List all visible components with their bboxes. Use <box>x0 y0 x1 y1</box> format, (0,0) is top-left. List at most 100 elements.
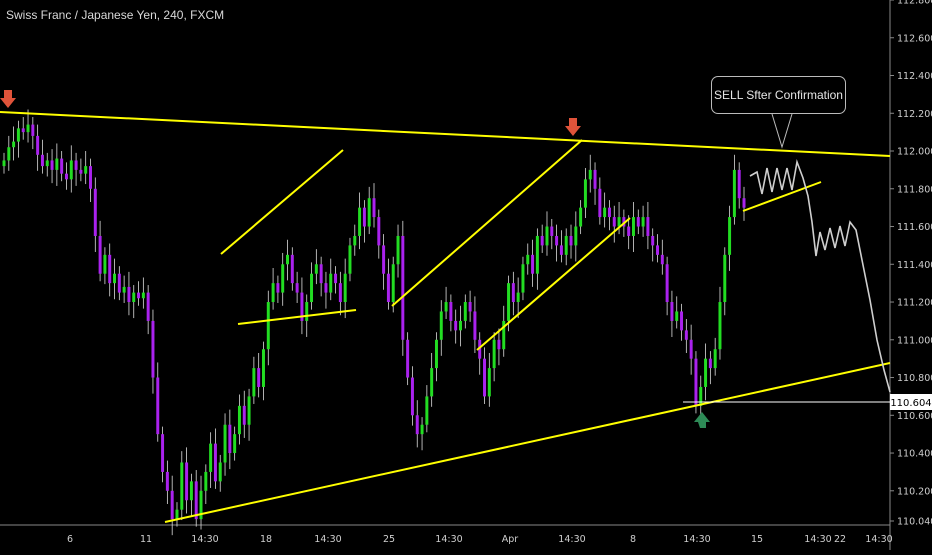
candle-body <box>93 188 97 236</box>
candle-body <box>199 490 203 520</box>
candle-body <box>113 273 117 284</box>
candle-body <box>660 254 664 265</box>
candle-body <box>737 169 741 199</box>
price-label: 110.604 <box>890 398 931 409</box>
candle-body <box>420 424 424 435</box>
candle-body <box>252 368 256 397</box>
candle-body <box>372 198 376 218</box>
candle-body <box>223 424 227 463</box>
candle-body <box>228 424 232 454</box>
candle-body <box>343 273 347 303</box>
candle-body <box>713 349 717 369</box>
candle-body <box>319 264 323 284</box>
candle-body <box>281 264 285 293</box>
candle-body <box>545 226 549 246</box>
x-tick-label: 14:30 <box>683 534 710 545</box>
price-label-box <box>890 394 932 410</box>
candle-body <box>276 283 280 293</box>
channel-line-2b <box>476 217 631 351</box>
candle-body <box>305 302 309 321</box>
y-tick-label: 111.400 <box>897 260 932 271</box>
candle-body <box>209 443 213 472</box>
down-arrow-icon <box>0 90 16 108</box>
candle-body <box>247 396 251 425</box>
candle-body <box>699 386 703 406</box>
y-tick-label: 110.800 <box>897 373 932 384</box>
candle-body <box>410 377 414 416</box>
candle-body <box>468 302 472 312</box>
y-tick-label: 111.600 <box>897 222 932 233</box>
candle-body <box>180 462 184 510</box>
y-tick-label: 110.200 <box>897 486 932 497</box>
candle-body <box>271 283 275 303</box>
candle-body <box>680 311 684 331</box>
candle-body <box>622 217 626 227</box>
trendlines <box>0 111 891 523</box>
candle-body <box>151 320 155 378</box>
candle-body <box>16 128 20 142</box>
candle-body <box>237 405 241 435</box>
candle-body <box>641 217 645 227</box>
candle-body <box>324 283 328 293</box>
channel-line-2a <box>391 139 583 307</box>
candle-body <box>213 443 217 482</box>
candle-body <box>540 235 544 246</box>
candle-body <box>526 254 530 265</box>
candle-body <box>434 339 438 369</box>
candle-body <box>483 358 487 397</box>
candle-body <box>574 226 578 246</box>
candle-body <box>430 368 434 397</box>
y-tick-label: 111.200 <box>897 298 932 309</box>
candle-body <box>631 217 635 236</box>
candle-body <box>103 254 107 274</box>
candle-body <box>478 339 482 359</box>
candle-body <box>550 226 554 236</box>
candle-body <box>670 302 674 321</box>
candle-body <box>564 235 568 255</box>
candle-body <box>40 154 44 167</box>
x-tick-label: 14:30 <box>314 534 341 545</box>
candle-body <box>386 273 390 303</box>
candle-body <box>583 179 587 208</box>
candle-body <box>391 264 395 303</box>
candle-body <box>108 254 112 284</box>
candle-body <box>559 245 563 255</box>
candle-body <box>117 273 121 293</box>
candle-body <box>449 302 453 321</box>
x-tick-label: 6 <box>67 534 73 545</box>
candle-body <box>651 235 655 246</box>
candle-body <box>286 254 289 265</box>
candle-body <box>694 358 698 406</box>
candle-body <box>723 254 727 303</box>
down-arrow-icon <box>565 118 581 136</box>
candle-body <box>12 141 16 148</box>
candle-body <box>531 254 535 274</box>
candle-body <box>295 283 299 293</box>
y-tick-label: 110.040 <box>897 517 932 528</box>
candle-body <box>69 160 73 180</box>
candle-body <box>98 235 102 274</box>
candle-body <box>362 207 366 227</box>
candle-body <box>607 207 611 218</box>
candle-body <box>50 160 54 170</box>
x-tick-label: 14:30 <box>558 534 585 545</box>
candle-body <box>367 198 371 227</box>
candle-body <box>185 462 189 501</box>
candle-body <box>425 396 429 425</box>
candle-body <box>728 217 732 255</box>
candle-body <box>194 481 198 520</box>
candle-body <box>569 235 573 246</box>
candle-body <box>146 292 150 321</box>
candle-body <box>612 217 616 227</box>
candle-body <box>310 273 314 303</box>
candle-body <box>26 124 30 133</box>
up-arrow-icon <box>694 412 710 428</box>
candle-body <box>55 158 59 170</box>
x-tick-label: 25 <box>383 534 395 545</box>
support-line <box>164 362 891 523</box>
y-tick-label: 111.000 <box>897 335 932 346</box>
candle-body <box>218 462 222 482</box>
resistance-line <box>0 111 891 157</box>
candle-body <box>406 339 410 378</box>
